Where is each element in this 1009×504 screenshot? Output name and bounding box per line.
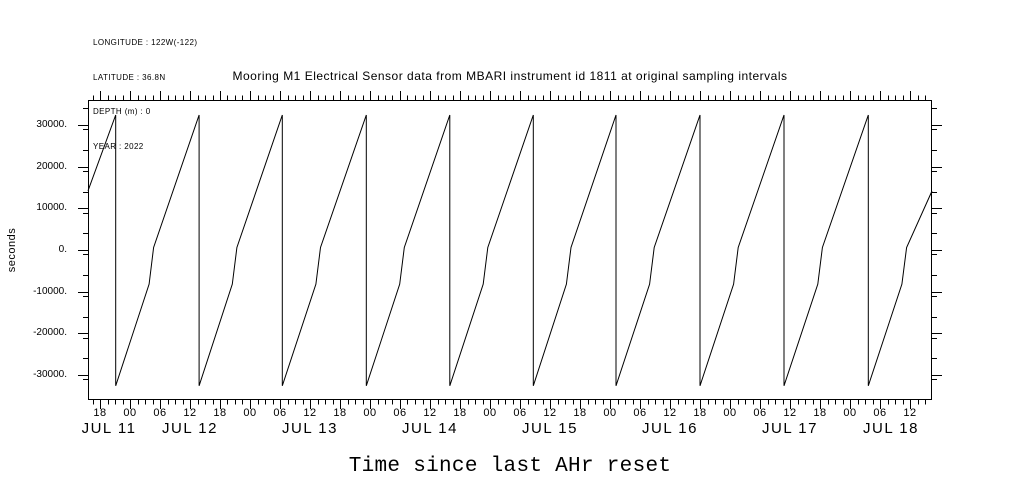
y-tick-label: -10000. [33,285,67,297]
y-tick-label: -30000. [33,369,67,380]
y-tick-label: -20000. [33,327,67,339]
x-hour-tick-label: 12 [663,407,677,419]
x-day-label: JUL 16 [642,420,698,437]
y-tick-label: 30000. [36,119,67,130]
x-hour-tick-label: 06 [633,407,647,419]
x-hour-tick-label: 00 [483,407,497,419]
x-hour-tick-label: 12 [423,407,437,419]
metadata-latitude: LATITUDE : 36.8N [93,72,166,82]
x-hour-tick-label: 18 [333,407,347,419]
x-day-label: JUL 11 [81,420,137,437]
x-hour-tick-label: 12 [783,407,797,419]
y-tick-label: 10000. [36,202,67,214]
chart-title: Mooring M1 Electrical Sensor data from M… [232,69,788,83]
metadata-depth: DEPTH (m) : 0 [93,107,151,116]
x-day-label: JUL 17 [762,420,818,437]
x-day-label: JUL 13 [282,420,338,437]
x-hour-tick-label: 06 [513,407,527,419]
x-hour-tick-label: 06 [753,407,767,419]
x-hour-tick-label: 00 [843,407,857,419]
x-hour-tick-label: 12 [303,407,317,419]
x-hour-tick-label: 00 [603,407,617,419]
x-hour-tick-label: 06 [273,407,287,419]
x-hour-tick-label: 18 [453,407,467,419]
x-hour-tick-label: 18 [213,407,227,419]
x-hour-tick-label: 18 [693,407,707,419]
sawtooth-series [87,114,933,386]
x-hour-tick-label: 00 [243,407,257,419]
plot-border [88,100,932,400]
x-hour-tick-label: 06 [393,407,407,419]
x-hour-tick-label: 12 [903,407,917,419]
x-day-label: JUL 14 [402,420,458,437]
x-day-label: JUL 18 [863,420,919,437]
x-hour-tick-label: 12 [183,407,197,419]
x-hour-tick-label: 18 [813,407,827,419]
x-hour-tick-label: 06 [873,407,887,419]
axes-frame [78,91,942,409]
x-axis-title: Time since last AHr reset [348,455,672,478]
x-hour-tick-label: 00 [363,407,377,419]
x-hour-tick-label: 12 [543,407,557,419]
x-hour-tick-label: 06 [153,407,167,419]
x-hour-tick-label: 18 [573,407,587,419]
x-hour-tick-label: 00 [123,407,137,419]
x-day-label: JUL 15 [522,420,578,437]
y-tick-label: 0. [58,244,67,255]
y-tick-label: 20000. [36,160,67,172]
x-hour-tick-label: 00 [723,407,737,419]
x-hour-tick-label: 18 [93,407,107,419]
metadata-longitude: LONGITUDE : 122W(-122) [93,38,198,47]
x-day-label: JUL 12 [162,420,218,437]
